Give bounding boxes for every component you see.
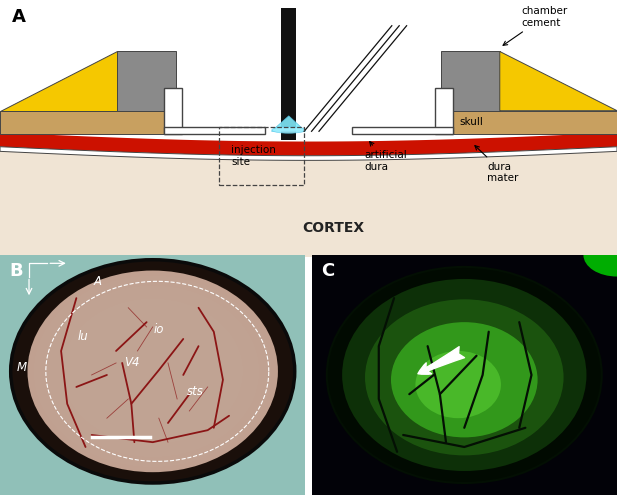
Text: A: A <box>12 8 26 26</box>
Ellipse shape <box>584 233 617 277</box>
Ellipse shape <box>415 351 501 418</box>
Polygon shape <box>271 116 305 131</box>
Polygon shape <box>0 51 117 111</box>
Polygon shape <box>0 255 305 495</box>
Polygon shape <box>164 88 182 134</box>
Ellipse shape <box>34 276 271 467</box>
Polygon shape <box>500 51 617 111</box>
Polygon shape <box>441 51 500 111</box>
Text: V4: V4 <box>123 356 139 369</box>
Text: sts: sts <box>187 385 204 398</box>
Text: skull: skull <box>460 117 484 127</box>
Text: C: C <box>321 262 334 280</box>
Text: io: io <box>154 323 164 336</box>
Ellipse shape <box>62 299 243 444</box>
Text: A: A <box>94 275 102 288</box>
Ellipse shape <box>10 260 295 483</box>
Polygon shape <box>164 127 265 134</box>
Text: B: B <box>9 262 23 280</box>
Polygon shape <box>0 0 617 134</box>
Text: M: M <box>16 361 27 374</box>
Text: lu: lu <box>77 330 88 343</box>
Polygon shape <box>117 51 176 111</box>
Polygon shape <box>352 127 453 134</box>
Polygon shape <box>441 111 617 134</box>
Text: chamber
cement: chamber cement <box>503 6 568 46</box>
Polygon shape <box>0 134 617 257</box>
Ellipse shape <box>28 271 278 472</box>
Text: injection
site: injection site <box>231 145 276 166</box>
Text: dura
mater: dura mater <box>475 146 519 183</box>
Polygon shape <box>0 147 617 160</box>
Ellipse shape <box>46 286 259 457</box>
Text: CORTEX: CORTEX <box>302 221 364 235</box>
Ellipse shape <box>271 127 306 133</box>
Polygon shape <box>435 88 453 134</box>
Ellipse shape <box>365 299 563 455</box>
Polygon shape <box>312 255 617 495</box>
Ellipse shape <box>327 267 602 483</box>
Ellipse shape <box>342 279 587 471</box>
Polygon shape <box>0 111 176 134</box>
Text: artificial
dura: artificial dura <box>364 142 407 172</box>
Polygon shape <box>0 133 617 156</box>
Ellipse shape <box>391 322 537 438</box>
Polygon shape <box>281 8 296 140</box>
